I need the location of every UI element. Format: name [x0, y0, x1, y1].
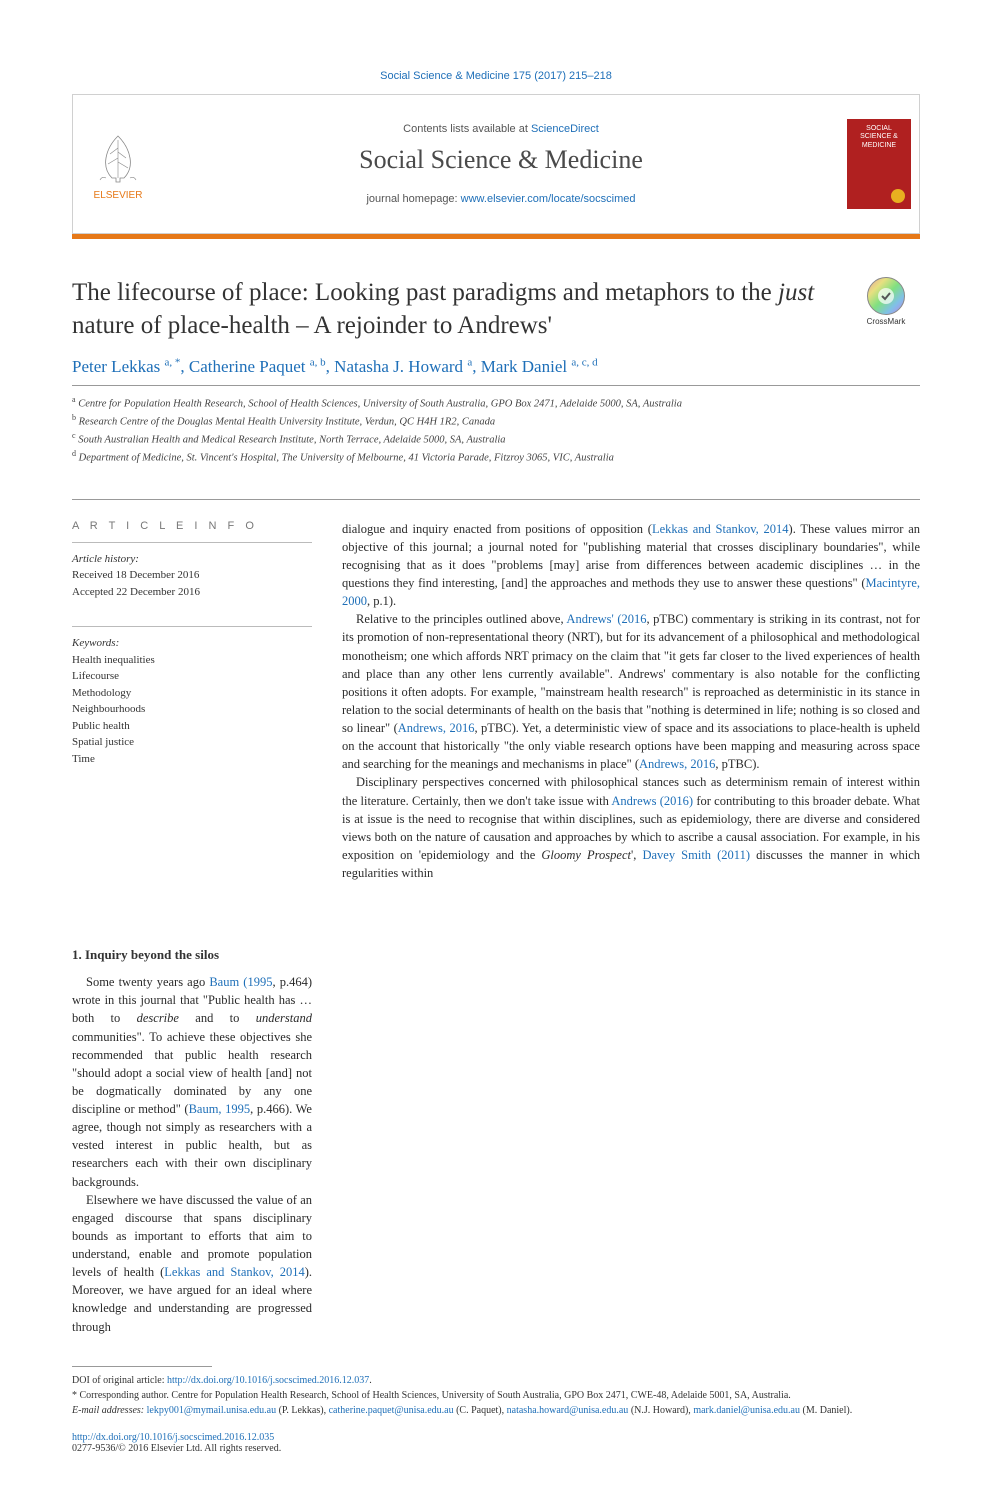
left-column: A R T I C L E I N F O Article history: R…	[72, 520, 312, 1336]
email-link[interactable]: mark.daniel@unisa.edu.au	[693, 1405, 800, 1416]
article-history: Article history: Received 18 December 20…	[72, 551, 312, 601]
citation-link[interactable]: Baum, 1995	[189, 1102, 251, 1116]
article-title: The lifecourse of place: Looking past pa…	[72, 277, 832, 342]
doi-link[interactable]: http://dx.doi.org/10.1016/j.socscimed.20…	[167, 1375, 369, 1386]
received-date: Received 18 December 2016	[72, 567, 312, 584]
author: Peter Lekkas a, *	[72, 357, 180, 376]
header-box: ELSEVIER Contents lists available at Sci…	[72, 94, 920, 234]
homepage-link[interactable]: www.elsevier.com/locate/socscimed	[461, 193, 636, 205]
author: , Catherine Paquet a, b	[180, 357, 325, 376]
contents-prefix: Contents lists available at	[403, 123, 531, 135]
crossmark-label: CrossMark	[867, 317, 906, 326]
history-label: Article history:	[72, 551, 312, 568]
crossmark-badge[interactable]: CrossMark	[852, 277, 920, 326]
citation-link[interactable]: Davey Smith (2011)	[642, 848, 750, 862]
footnote-rule	[72, 1366, 212, 1367]
citation-line: Social Science & Medicine 175 (2017) 215…	[72, 70, 920, 82]
article-doi-link[interactable]: http://dx.doi.org/10.1016/j.socscimed.20…	[72, 1432, 274, 1443]
footnotes: DOI of original article: http://dx.doi.o…	[72, 1373, 920, 1418]
publisher-logo[interactable]: ELSEVIER	[73, 95, 163, 233]
keyword: Public health	[72, 718, 312, 735]
email-link[interactable]: lekpy001@mymail.unisa.edu.au	[147, 1405, 276, 1416]
homepage-prefix: journal homepage:	[366, 193, 460, 205]
journal-name: Social Science & Medicine	[359, 145, 643, 175]
paragraph: dialogue and inquiry enacted from positi…	[342, 520, 920, 611]
citation-link[interactable]: Baum (1995	[209, 975, 272, 989]
citation-link[interactable]: Lekkas and Stankov, 2014	[652, 522, 789, 536]
keyword: Time	[72, 751, 312, 768]
body-text-left: Some twenty years ago Baum (1995, p.464)…	[72, 973, 312, 1336]
right-column: dialogue and inquiry enacted from positi…	[342, 520, 920, 1336]
corresponding-author: * Corresponding author. Centre for Popul…	[72, 1388, 920, 1403]
citation-link[interactable]: Andrews' (2016	[566, 612, 646, 626]
affiliation: c South Australian Health and Medical Re…	[72, 430, 920, 448]
author: , Mark Daniel a, c, d	[472, 357, 597, 376]
paragraph: Disciplinary perspectives concerned with…	[342, 773, 920, 882]
accent-bar	[72, 234, 920, 239]
two-column-layout: A R T I C L E I N F O Article history: R…	[72, 520, 920, 1336]
homepage-line: journal homepage: www.elsevier.com/locat…	[366, 193, 635, 205]
keyword: Methodology	[72, 685, 312, 702]
accepted-date: Accepted 22 December 2016	[72, 584, 312, 601]
email-link[interactable]: catherine.paquet@unisa.edu.au	[329, 1405, 454, 1416]
paragraph: Elsewhere we have discussed the value of…	[72, 1191, 312, 1336]
cover-thumbnail[interactable]: SOCIAL SCIENCE & MEDICINE	[839, 95, 919, 233]
title-pre: The lifecourse of place: Looking past pa…	[72, 279, 778, 306]
bottom-info: http://dx.doi.org/10.1016/j.socscimed.20…	[72, 1432, 920, 1454]
cover-badge-icon	[891, 189, 905, 203]
section-heading: 1. Inquiry beyond the silos	[72, 947, 312, 963]
citation-link[interactable]: Andrews (2016)	[611, 794, 693, 808]
affiliation: d Department of Medicine, St. Vincent's …	[72, 448, 920, 466]
author-divider	[72, 385, 920, 386]
doi-original: DOI of original article: http://dx.doi.o…	[72, 1373, 920, 1388]
keywords-label: Keywords:	[72, 635, 312, 652]
paragraph: Relative to the principles outlined abov…	[342, 610, 920, 773]
affiliations: a Centre for Population Health Research,…	[72, 394, 920, 467]
crossmark-icon	[867, 277, 905, 315]
cover-image: SOCIAL SCIENCE & MEDICINE	[847, 119, 911, 209]
citation-link[interactable]: Lekkas and Stankov, 2014	[164, 1265, 304, 1279]
page: Social Science & Medicine 175 (2017) 215…	[0, 0, 992, 1494]
citation-link[interactable]: Social Science & Medicine 175 (2017) 215…	[380, 70, 612, 82]
keyword: Health inequalities	[72, 652, 312, 669]
elsevier-tree-icon	[88, 128, 148, 188]
author: , Natasha J. Howard a	[326, 357, 473, 376]
sciencedirect-link[interactable]: ScienceDirect	[531, 123, 599, 135]
header-center: Contents lists available at ScienceDirec…	[163, 95, 839, 233]
title-emph: just	[778, 279, 814, 306]
paragraph: Some twenty years ago Baum (1995, p.464)…	[72, 973, 312, 1191]
section-divider	[72, 499, 920, 500]
keyword: Neighbourhoods	[72, 701, 312, 718]
keywords-block: Keywords: Health inequalities Lifecourse…	[72, 635, 312, 767]
authors-line: Peter Lekkas a, *, Catherine Paquet a, b…	[72, 356, 920, 377]
copyright-line: 0277-9536/© 2016 Elsevier Ltd. All right…	[72, 1443, 920, 1454]
article-info-heading: A R T I C L E I N F O	[72, 520, 312, 532]
affiliation: a Centre for Population Health Research,…	[72, 394, 920, 412]
email-link[interactable]: natasha.howard@unisa.edu.au	[507, 1405, 629, 1416]
citation-link[interactable]: Andrews, 2016	[398, 721, 475, 735]
info-rule	[72, 542, 312, 543]
publisher-name: ELSEVIER	[94, 190, 143, 201]
citation-link[interactable]: Andrews, 2016	[639, 757, 715, 771]
title-post: nature of place-health – A rejoinder to …	[72, 312, 552, 339]
info-rule	[72, 626, 312, 627]
keyword: Lifecourse	[72, 668, 312, 685]
contents-line: Contents lists available at ScienceDirec…	[403, 123, 599, 135]
cover-title: SOCIAL SCIENCE & MEDICINE	[851, 125, 907, 150]
affiliation: b Research Centre of the Douglas Mental …	[72, 412, 920, 430]
keyword: Spatial justice	[72, 734, 312, 751]
email-addresses: E-mail addresses: lekpy001@mymail.unisa.…	[72, 1403, 920, 1418]
email-label: E-mail addresses:	[72, 1405, 144, 1416]
